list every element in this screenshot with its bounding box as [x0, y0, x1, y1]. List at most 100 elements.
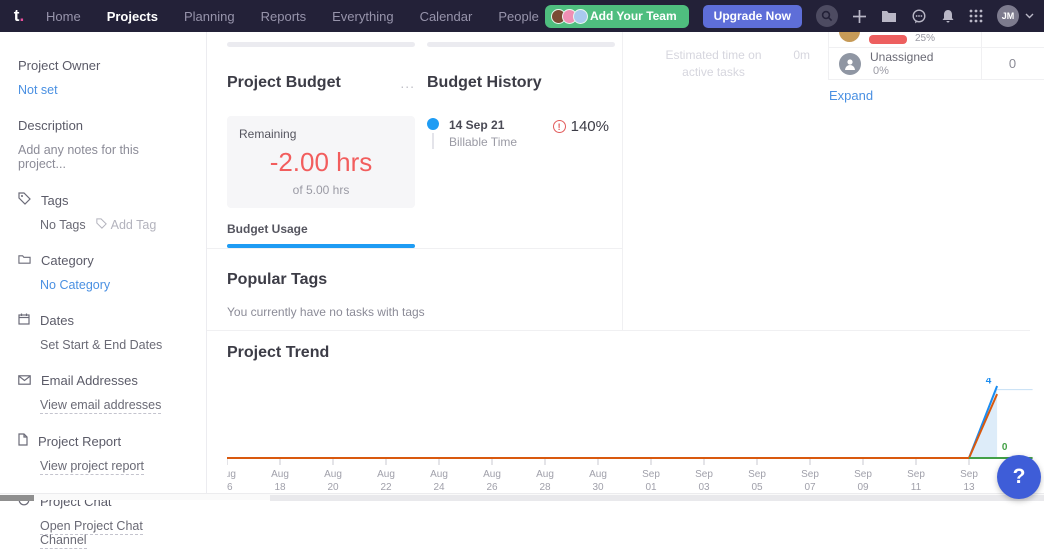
- nav-item-calendar[interactable]: Calendar: [420, 9, 473, 24]
- project-owner-label: Project Owner: [18, 58, 100, 73]
- description-label: Description: [18, 118, 83, 133]
- app-logo[interactable]: t.: [0, 6, 38, 26]
- nav-item-projects[interactable]: Projects: [107, 9, 158, 24]
- top-navbar: t. Home Projects Planning Reports Everyt…: [0, 0, 1044, 32]
- avatar: [839, 32, 860, 42]
- view-email-addresses-link[interactable]: View email addresses: [40, 398, 161, 414]
- member-task-count: 0: [981, 56, 1044, 71]
- status-badge: [869, 35, 907, 44]
- project-trend-chart: Aug16Aug18Aug20Aug22Aug24Aug26Aug28Aug30…: [227, 378, 1039, 498]
- progress-bar-placeholder-right: [427, 42, 615, 47]
- add-plus-icon[interactable]: [852, 9, 867, 24]
- over-budget-warning-icon: !: [553, 120, 566, 133]
- apps-grid-icon[interactable]: [969, 9, 983, 23]
- projects-folder-icon[interactable]: [881, 10, 897, 23]
- no-tags-text: No Tags: [40, 218, 86, 232]
- popular-tags-empty-message: You currently have no tasks with tags: [227, 305, 622, 319]
- category-folder-icon: [18, 253, 31, 268]
- horizontal-scrollbar[interactable]: [0, 493, 1044, 500]
- notifications-bell-icon[interactable]: [941, 9, 955, 24]
- scrollbar-track: [270, 495, 1044, 501]
- history-entry-date: 14 Sep 21: [449, 118, 517, 132]
- sidebar-email-addresses: Email Addresses View email addresses: [18, 373, 190, 412]
- sidebar-project-report: Project Report View project report: [18, 433, 190, 473]
- project-trend-title: Project Trend: [227, 344, 329, 362]
- tag-icon: [18, 192, 31, 208]
- open-project-chat-link[interactable]: Open Project Chat Channel: [40, 519, 143, 549]
- nav-item-planning[interactable]: Planning: [184, 9, 235, 24]
- add-your-team-button[interactable]: Add Your Team: [545, 5, 689, 28]
- help-button[interactable]: ?: [997, 455, 1041, 499]
- set-dates-link[interactable]: Set Start & End Dates: [40, 338, 162, 352]
- x-tick-label: Aug16: [227, 469, 236, 493]
- nav-item-reports[interactable]: Reports: [261, 9, 307, 24]
- user-avatar[interactable]: JM: [997, 5, 1019, 27]
- sidebar-dates: Dates Set Start & End Dates: [18, 313, 190, 352]
- table-row[interactable]: Unassigned 0% 0: [829, 48, 1044, 80]
- dates-label: Dates: [40, 313, 74, 328]
- nav-item-people[interactable]: People: [498, 9, 538, 24]
- popular-tags-section: Popular Tags You currently have no tasks…: [207, 248, 622, 319]
- sidebar-project-owner: Project Owner Not set: [18, 58, 190, 97]
- add-team-label: Add Your Team: [590, 9, 677, 23]
- upgrade-now-button[interactable]: Upgrade Now: [703, 5, 802, 28]
- add-tag-icon: [96, 218, 107, 232]
- member-name: Unassigned: [870, 50, 933, 64]
- trend-series-logged-time: [227, 394, 997, 458]
- remaining-label: Remaining: [239, 127, 403, 141]
- envelope-icon: [18, 373, 31, 388]
- member-percent: 0%: [870, 65, 933, 77]
- description-placeholder[interactable]: Add any notes for this project...: [18, 143, 139, 171]
- member-percent: 25%: [915, 33, 935, 44]
- project-owner-not-set-link[interactable]: Not set: [18, 83, 58, 97]
- nav-item-home[interactable]: Home: [46, 9, 81, 24]
- budget-remaining-card: Remaining -2.00 hrs of 5.00 hrs: [227, 116, 415, 208]
- project-budget-title: Project Budget: [227, 74, 341, 92]
- nav-item-everything[interactable]: Everything: [332, 9, 393, 24]
- history-timeline-stem: [432, 133, 434, 149]
- estimated-time-panel: Estimated time on active tasks 0m: [623, 32, 828, 112]
- budget-history-entry: 14 Sep 21 Billable Time ! 140%: [427, 118, 609, 149]
- calendar-icon: [18, 313, 30, 328]
- budget-options-menu-icon[interactable]: ...: [400, 78, 415, 88]
- expand-link[interactable]: Expand: [829, 88, 873, 103]
- chat-bubble-icon[interactable]: [911, 9, 927, 24]
- budget-history-title: Budget History: [427, 74, 609, 92]
- project-details-sidebar: Project Owner Not set Description Add an…: [0, 32, 207, 494]
- history-entry-type: Billable Time: [449, 135, 517, 149]
- no-category-link[interactable]: No Category: [40, 278, 110, 292]
- sidebar-tags: Tags No Tags Add Tag: [18, 192, 190, 232]
- tags-label: Tags: [41, 193, 68, 208]
- add-tag-button[interactable]: Add Tag: [96, 218, 157, 232]
- table-row[interactable]: 25%: [829, 32, 1044, 48]
- team-avatars-icon: [551, 9, 584, 24]
- project-report-label: Project Report: [38, 434, 121, 449]
- scrollbar-thumb[interactable]: [0, 495, 34, 501]
- trend-series-billable-time: [227, 386, 997, 458]
- team-allocation-table: 25% Unassigned 0% 0: [829, 32, 1044, 80]
- history-timeline-dot: [427, 118, 439, 130]
- budget-usage-label: Budget Usage: [227, 222, 415, 236]
- estimated-time-label: Estimated time on active tasks: [651, 47, 776, 81]
- view-project-report-link[interactable]: View project report: [40, 459, 144, 475]
- unassigned-avatar: [839, 53, 861, 75]
- chevron-down-icon[interactable]: [1025, 13, 1034, 19]
- logo-dot: .: [19, 6, 24, 25]
- sidebar-category: Category No Category: [18, 253, 190, 292]
- budget-total: of 5.00 hrs: [239, 183, 403, 197]
- history-entry-percent: 140%: [571, 118, 609, 135]
- budget-history-section: Budget History 14 Sep 21 Billable Time !…: [427, 74, 609, 149]
- search-icon[interactable]: [816, 5, 838, 27]
